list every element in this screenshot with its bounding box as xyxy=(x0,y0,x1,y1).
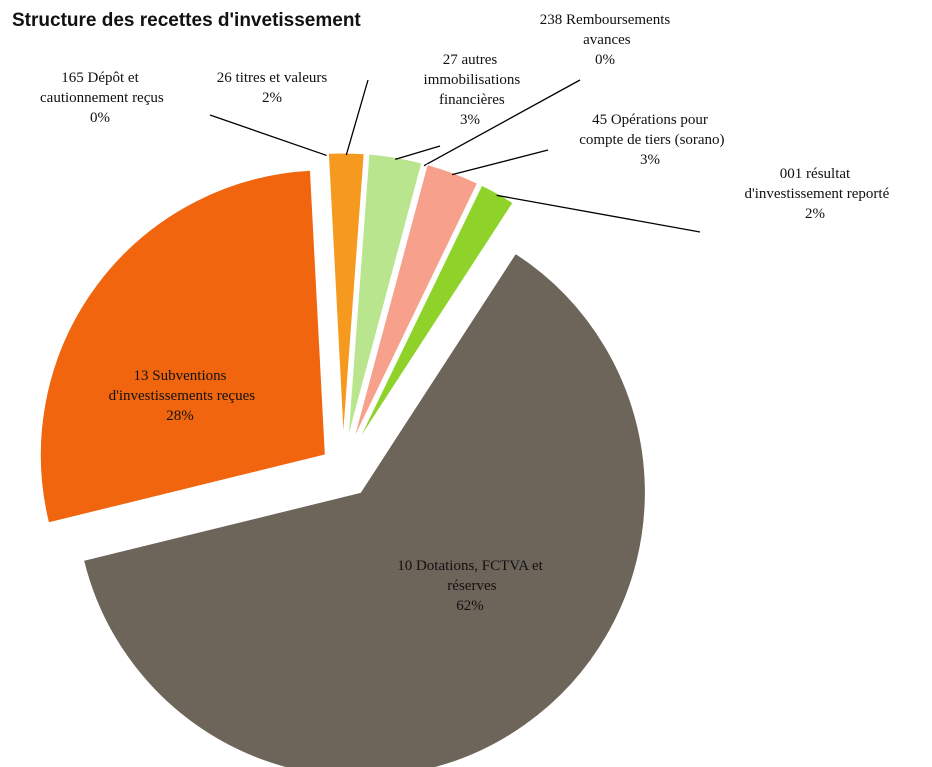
slice-value-label: 3% xyxy=(640,152,660,168)
pie-slice xyxy=(82,252,646,767)
slice-value-label: 3% xyxy=(460,112,480,128)
slice-label: 13 Subventions d'investissements reçues xyxy=(105,368,255,404)
pie-slice xyxy=(39,169,326,524)
slice-label: 10 Dotations, FCTVA et réserves xyxy=(397,558,543,594)
leader-line xyxy=(496,194,701,233)
leader-line xyxy=(395,145,441,161)
pie-slice xyxy=(326,153,342,439)
slice-label: 001 résultat d'investissement reporté xyxy=(741,166,890,202)
leader-line xyxy=(209,114,327,157)
slice-label: 27 autres immobilisations financières xyxy=(420,52,521,108)
slice-value-label: 0% xyxy=(595,52,615,68)
slice-value-label: 2% xyxy=(262,90,282,106)
slice-value-label: 0% xyxy=(90,110,110,126)
slice-value-label: 62% xyxy=(456,598,484,614)
slice-value-label: 28% xyxy=(166,408,194,424)
slice-label: 26 titres et valeurs xyxy=(217,70,328,86)
slice-label: 165 Dépôt et cautionnement reçus xyxy=(36,70,164,106)
slice-label: 238 Remboursements avances xyxy=(540,12,671,48)
slice-label: 45 Opérations pour compte de tiers (sora… xyxy=(575,112,724,148)
chart-title: Structure des recettes d'invetissement xyxy=(12,10,361,31)
pie-slice xyxy=(357,184,514,443)
pie-slice xyxy=(347,153,423,439)
pie-slice xyxy=(350,163,425,440)
leader-line xyxy=(345,79,369,156)
pie-slice xyxy=(352,163,479,441)
leader-line xyxy=(451,149,549,176)
leader-line xyxy=(423,79,581,167)
slice-value-label: 2% xyxy=(805,206,825,222)
